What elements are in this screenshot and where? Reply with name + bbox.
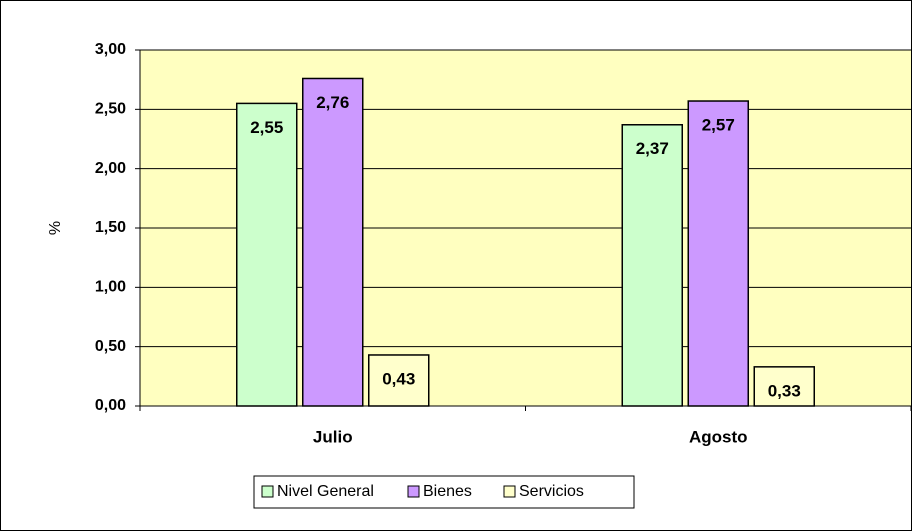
legend-swatch — [407, 485, 420, 498]
y-tick-label: 1,00 — [95, 279, 126, 296]
bar — [687, 100, 749, 407]
bar — [236, 102, 298, 407]
value-label: 2,55 — [250, 118, 283, 137]
value-label: 2,57 — [702, 116, 735, 135]
bar — [621, 124, 683, 407]
bar — [753, 366, 815, 407]
y-axis-label: % — [47, 221, 64, 235]
y-tick-label: 3,00 — [95, 41, 126, 58]
x-tick-label: Julio — [313, 427, 353, 446]
y-tick-label: 0,00 — [95, 397, 126, 414]
value-label: 0,43 — [382, 369, 415, 388]
value-label: 2,76 — [316, 93, 349, 112]
legend-swatch — [261, 485, 274, 498]
bar — [368, 354, 430, 407]
legend-box — [253, 475, 635, 509]
legend-label: Bienes — [423, 483, 472, 500]
y-tick-label: 0,50 — [95, 338, 126, 355]
y-tick-label: 2,50 — [95, 101, 126, 118]
y-tick-label: 1,50 — [95, 219, 126, 236]
y-tick-label: 2,00 — [95, 160, 126, 177]
value-label: 0,33 — [768, 381, 801, 400]
legend-swatch — [503, 485, 516, 498]
legend-label: Nivel General — [277, 483, 374, 500]
bar — [302, 77, 364, 407]
legend-label: Servicios — [519, 483, 584, 500]
value-label: 2,37 — [636, 139, 669, 158]
x-tick-label: Agosto — [689, 427, 748, 446]
